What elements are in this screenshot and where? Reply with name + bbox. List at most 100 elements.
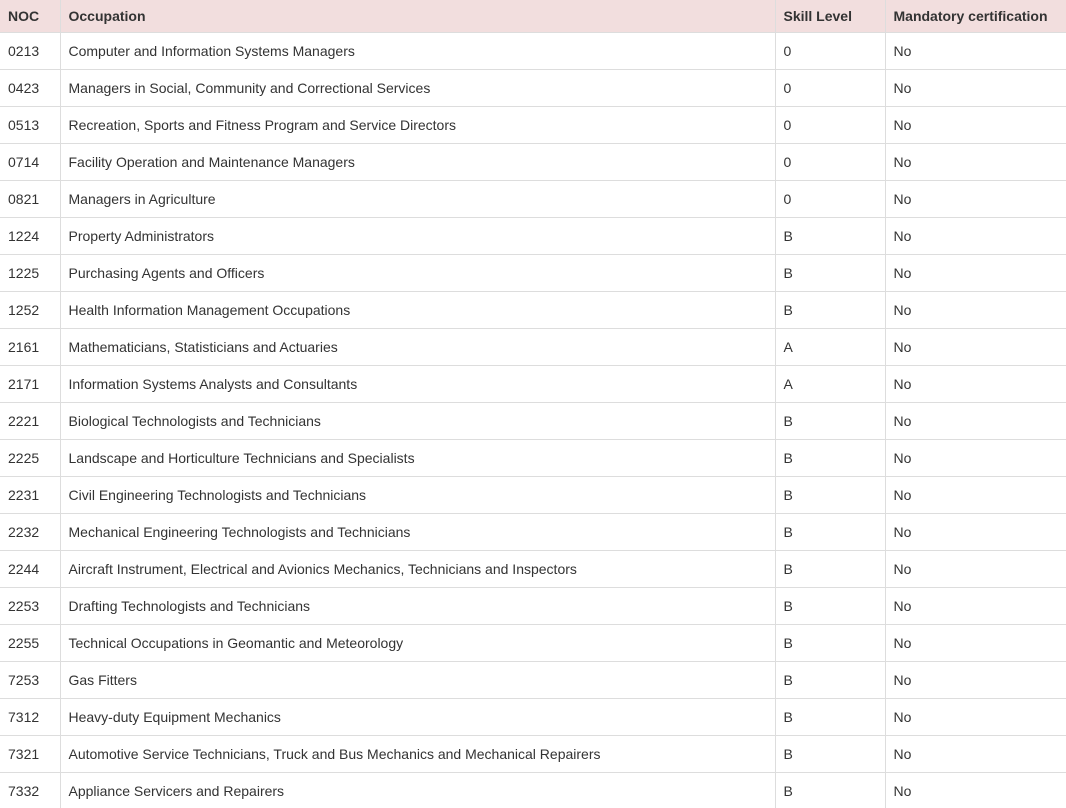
noc-cell: 0714	[0, 143, 61, 181]
occupation-cell: Managers in Social, Community and Correc…	[59, 69, 776, 107]
noc-cell: 2161	[0, 328, 61, 366]
table-row: 0423 Managers in Social, Community and C…	[0, 69, 1066, 107]
noc-cell: 0423	[0, 69, 61, 107]
mandatory-certification-cell: No	[884, 143, 1066, 181]
skill-level-cell: B	[774, 587, 886, 625]
occupation-cell: Computer and Information Systems Manager…	[59, 32, 776, 70]
table-row: 2161 Mathematicians, Statisticians and A…	[0, 328, 1066, 366]
mandatory-certification-cell: No	[884, 661, 1066, 699]
occupation-cell: Property Administrators	[59, 217, 776, 255]
skill-level-cell: 0	[774, 106, 886, 144]
table-row: 2221 Biological Technologists and Techni…	[0, 402, 1066, 440]
mandatory-certification-cell: No	[884, 624, 1066, 662]
table-row: 7253 Gas Fitters B No	[0, 661, 1066, 699]
skill-level-cell: B	[774, 735, 886, 773]
skill-level-cell: 0	[774, 143, 886, 181]
skill-level-cell: B	[774, 254, 886, 292]
table-row: 7312 Heavy-duty Equipment Mechanics B No	[0, 698, 1066, 736]
table-row: 7321 Automotive Service Technicians, Tru…	[0, 735, 1066, 773]
occupation-cell: Information Systems Analysts and Consult…	[59, 365, 776, 403]
noc-cell: 0821	[0, 180, 61, 218]
occupation-cell: Aircraft Instrument, Electrical and Avio…	[59, 550, 776, 588]
skill-level-cell: A	[774, 365, 886, 403]
noc-cell: 2232	[0, 513, 61, 551]
skill-level-cell: B	[774, 476, 886, 514]
skill-level-cell: A	[774, 328, 886, 366]
occupation-cell: Recreation, Sports and Fitness Program a…	[59, 106, 776, 144]
mandatory-certification-cell: No	[884, 254, 1066, 292]
skill-level-cell: B	[774, 291, 886, 329]
noc-cell: 7312	[0, 698, 61, 736]
noc-cell: 2221	[0, 402, 61, 440]
occupation-cell: Mathematicians, Statisticians and Actuar…	[59, 328, 776, 366]
mandatory-certification-cell: No	[884, 106, 1066, 144]
skill-level-cell: 0	[774, 180, 886, 218]
table-row: 0513 Recreation, Sports and Fitness Prog…	[0, 106, 1066, 144]
mandatory-certification-cell: No	[884, 217, 1066, 255]
table-row: 2225 Landscape and Horticulture Technici…	[0, 439, 1066, 477]
table-row: 1252 Health Information Management Occup…	[0, 291, 1066, 329]
table-row: 2231 Civil Engineering Technologists and…	[0, 476, 1066, 514]
column-header-mandatory-certification: Mandatory certification	[884, 0, 1066, 33]
mandatory-certification-cell: No	[884, 476, 1066, 514]
skill-level-cell: B	[774, 772, 886, 808]
mandatory-certification-cell: No	[884, 365, 1066, 403]
table-row: 0821 Managers in Agriculture 0 No	[0, 180, 1066, 218]
noc-cell: 7332	[0, 772, 61, 808]
occupation-cell: Managers in Agriculture	[59, 180, 776, 218]
mandatory-certification-cell: No	[884, 291, 1066, 329]
skill-level-cell: B	[774, 402, 886, 440]
mandatory-certification-cell: No	[884, 735, 1066, 773]
column-header-skill-level: Skill Level	[774, 0, 886, 33]
table-row: 2244 Aircraft Instrument, Electrical and…	[0, 550, 1066, 588]
noc-cell: 2244	[0, 550, 61, 588]
noc-cell: 2231	[0, 476, 61, 514]
noc-cell: 2255	[0, 624, 61, 662]
occupation-cell: Technical Occupations in Geomantic and M…	[59, 624, 776, 662]
noc-cell: 7253	[0, 661, 61, 699]
table-row: 0213 Computer and Information Systems Ma…	[0, 32, 1066, 70]
skill-level-cell: B	[774, 698, 886, 736]
table-row: 1225 Purchasing Agents and Officers B No	[0, 254, 1066, 292]
table-row: 2232 Mechanical Engineering Technologist…	[0, 513, 1066, 551]
table-header-row: NOC Occupation Skill Level Mandatory cer…	[0, 0, 1066, 33]
noc-cell: 7321	[0, 735, 61, 773]
occupation-cell: Purchasing Agents and Officers	[59, 254, 776, 292]
occupation-cell: Heavy-duty Equipment Mechanics	[59, 698, 776, 736]
mandatory-certification-cell: No	[884, 550, 1066, 588]
occupation-cell: Gas Fitters	[59, 661, 776, 699]
skill-level-cell: B	[774, 217, 886, 255]
occupation-cell: Drafting Technologists and Technicians	[59, 587, 776, 625]
mandatory-certification-cell: No	[884, 772, 1066, 808]
table-header: NOC Occupation Skill Level Mandatory cer…	[0, 0, 1066, 33]
column-header-occupation: Occupation	[59, 0, 776, 33]
mandatory-certification-cell: No	[884, 402, 1066, 440]
skill-level-cell: 0	[774, 32, 886, 70]
table-body: 0213 Computer and Information Systems Ma…	[0, 32, 1066, 808]
skill-level-cell: 0	[774, 69, 886, 107]
column-header-noc: NOC	[0, 0, 61, 33]
mandatory-certification-cell: No	[884, 698, 1066, 736]
noc-cell: 2225	[0, 439, 61, 477]
skill-level-cell: B	[774, 550, 886, 588]
occupation-cell: Landscape and Horticulture Technicians a…	[59, 439, 776, 477]
mandatory-certification-cell: No	[884, 69, 1066, 107]
occupation-cell: Facility Operation and Maintenance Manag…	[59, 143, 776, 181]
occupation-cell: Automotive Service Technicians, Truck an…	[59, 735, 776, 773]
mandatory-certification-cell: No	[884, 180, 1066, 218]
skill-level-cell: B	[774, 439, 886, 477]
noc-cell: 1252	[0, 291, 61, 329]
mandatory-certification-cell: No	[884, 513, 1066, 551]
mandatory-certification-cell: No	[884, 439, 1066, 477]
table-row: 7332 Appliance Servicers and Repairers B…	[0, 772, 1066, 808]
noc-cell: 1225	[0, 254, 61, 292]
table-row: 2255 Technical Occupations in Geomantic …	[0, 624, 1066, 662]
table-row: 1224 Property Administrators B No	[0, 217, 1066, 255]
table-row: 2253 Drafting Technologists and Technici…	[0, 587, 1066, 625]
skill-level-cell: B	[774, 513, 886, 551]
noc-cell: 0213	[0, 32, 61, 70]
noc-cell: 2171	[0, 365, 61, 403]
skill-level-cell: B	[774, 624, 886, 662]
